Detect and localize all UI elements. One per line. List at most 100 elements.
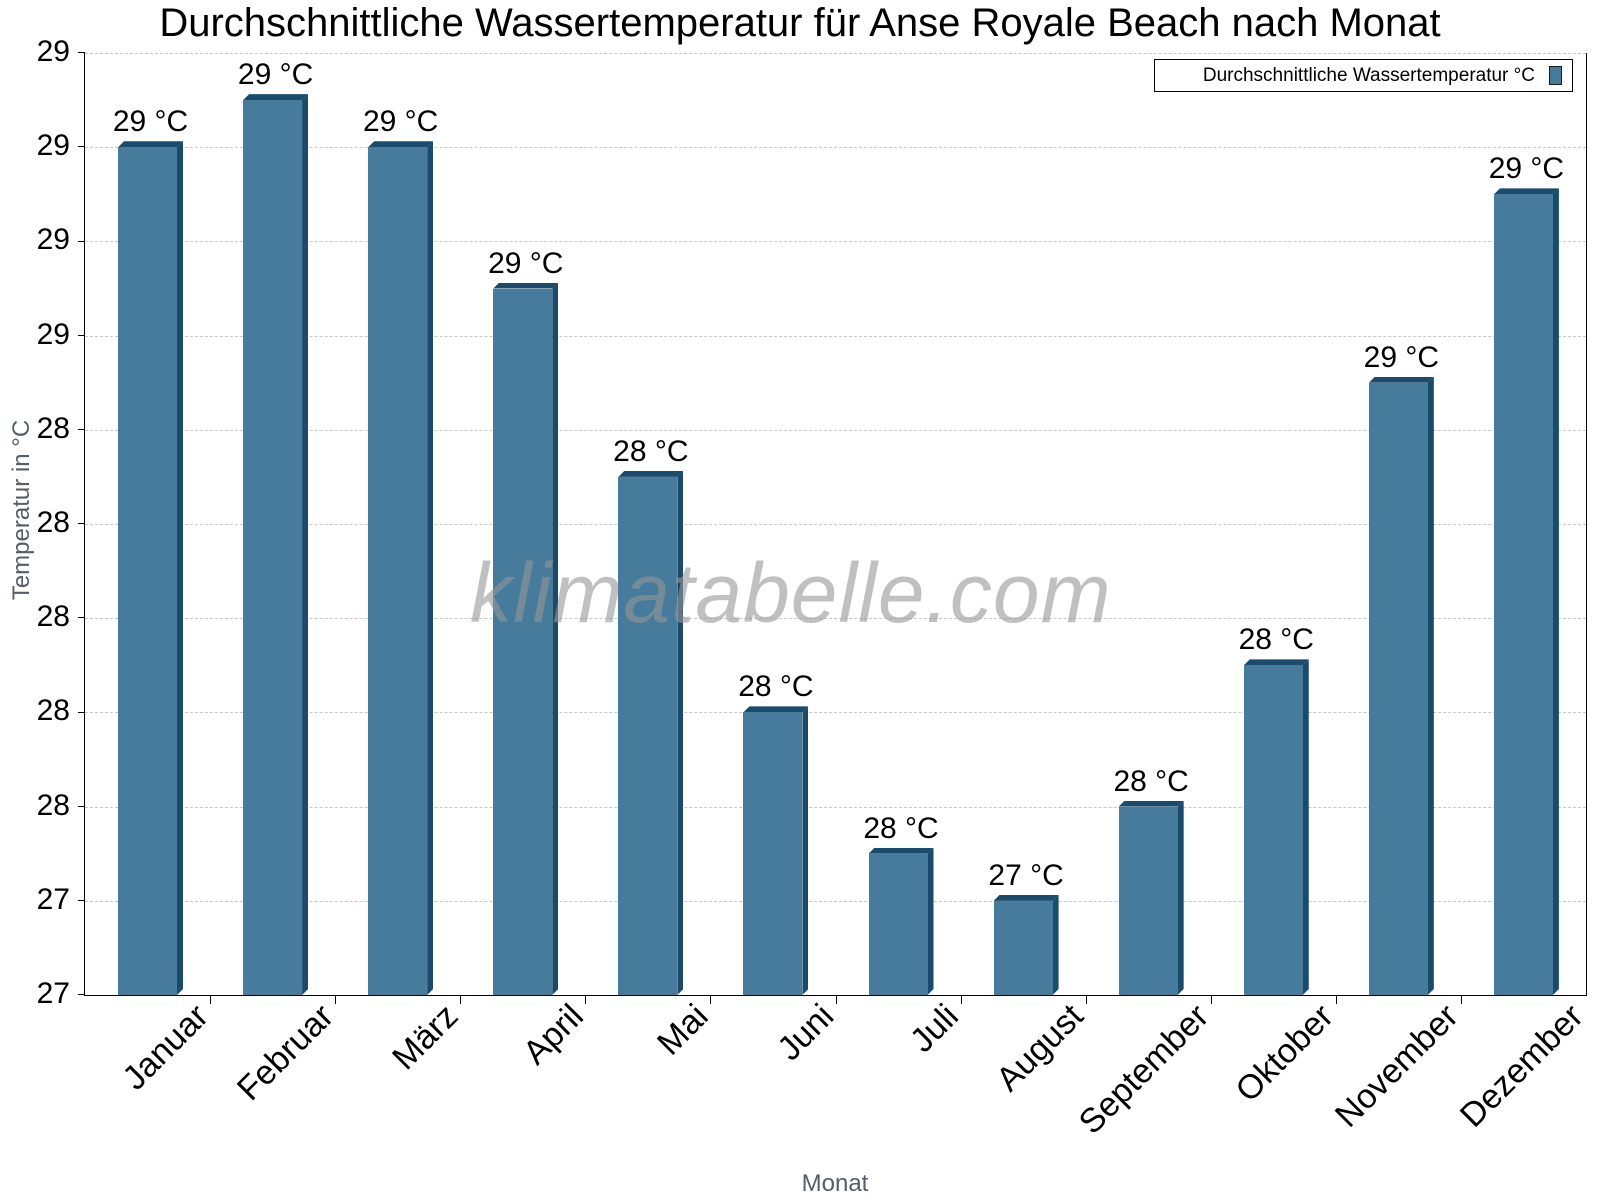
x-tick-label: Oktober [1228,997,1342,1110]
bar-märz[interactable] [368,147,427,995]
x-tick [210,995,212,1004]
x-tick-label: April [515,997,591,1072]
y-tick [78,994,85,996]
x-tick-label: August [989,997,1091,1099]
bar-top [869,848,934,854]
gridline [85,806,1586,808]
y-tick-label: 28 [36,788,70,822]
y-tick-label: 29 [36,223,70,257]
x-tick [585,995,587,1004]
bar-top [618,471,683,477]
x-tick-label: Juli [902,997,966,1060]
gridline [85,429,1586,431]
y-tick [78,52,85,54]
x-tick [1460,995,1462,1004]
bar-april[interactable] [493,289,552,995]
bar-side [177,141,183,995]
bar-top [1119,801,1184,807]
bar-side [677,471,683,995]
bar-top [493,283,558,289]
bar-top [1244,659,1309,665]
x-axis-title: Monat [801,1170,869,1197]
plot-area: 29 °C 29 °C 29 °C 29 °C 28 °C 28 °C 28 °C 27 °C… [78,52,1587,1004]
x-tick-label: Januar [114,997,216,1098]
y-tick [78,617,85,619]
bar-september[interactable] [1118,807,1178,995]
bar-top [118,141,183,147]
bar-value-label: 28 °C [613,434,689,468]
y-tick [78,146,85,148]
bar-oktober[interactable] [1243,665,1303,995]
x-tick [1210,995,1212,1004]
bar-november[interactable] [1368,383,1428,995]
bar-value-label: 29 °C [488,246,564,280]
x-tick [710,995,712,1004]
y-tick-label: 28 [36,411,70,445]
bar-side [552,283,558,996]
bar-top [1494,188,1559,194]
chart-title: Durchschnittliche Wassertemperatur für A… [159,1,1441,45]
bar-side [1428,377,1434,995]
y-tick-label: 27 [36,977,70,1010]
gridline [85,53,1586,54]
bar-value-label: 27 °C [988,858,1064,892]
bar-top [743,706,808,712]
legend: Durchschnittliche Wassertemperatur °C [1154,59,1573,92]
x-tick [835,995,837,1004]
bar-value-label: 29 °C [112,105,189,139]
bar-side [302,94,308,995]
gridline [85,712,1586,714]
bar-top [994,895,1059,901]
y-tick-label: 28 [36,506,70,539]
y-tick-label: 28 [36,694,70,728]
y-tick [78,523,85,525]
y-tick-label: 29 [36,317,70,351]
x-tick-label: Dezember [1453,997,1592,1135]
y-tick [78,429,85,431]
bar-januar[interactable] [118,147,177,995]
bar-side [1178,801,1184,995]
y-tick [78,240,85,242]
legend-swatch-icon[interactable] [1549,66,1562,85]
gridline [85,147,1586,149]
bar-side [427,141,433,995]
bar-value-label: 28 °C [863,811,939,845]
x-tick-label: September [1071,997,1217,1142]
bar-value-label: 28 °C [1113,764,1189,798]
bar-value-label: 28 °C [1238,623,1314,657]
bar-februar[interactable] [243,100,302,995]
gridline [85,900,1586,902]
y-tick [78,711,85,713]
bar-side [802,706,808,995]
bar-side [1053,895,1059,995]
bar-august[interactable] [993,901,1053,995]
bar-value-label: 29 °C [1363,340,1440,374]
bar-top [368,141,433,147]
bar-dezember[interactable] [1493,194,1553,995]
x-tick-label: März [384,997,466,1078]
bar-top [1369,377,1434,383]
y-tick-label: 27 [36,882,70,916]
bar-juli[interactable] [868,854,928,995]
x-tick-label: Februar [229,997,341,1109]
x-tick [460,995,462,1004]
legend-label: Durchschnittliche Wassertemperatur °C [1202,64,1535,86]
bar-side [928,848,934,995]
y-tick-label: 29 [36,35,70,68]
bar-side [1553,188,1559,995]
x-tick [1085,995,1087,1004]
x-tick-label: Juni [770,997,842,1068]
y-tick [78,334,85,336]
gridline [85,524,1586,525]
bar-mai[interactable] [618,477,677,995]
y-tick-label: 29 [36,129,70,163]
bar-value-label: 29 °C [1488,152,1565,186]
bar-top [243,94,308,100]
x-tick [1335,995,1337,1004]
gridline [85,241,1586,243]
gridline [85,335,1586,337]
bar-juni[interactable] [743,712,802,995]
x-tick [960,995,962,1004]
y-tick [78,805,85,807]
y-tick [78,900,85,902]
